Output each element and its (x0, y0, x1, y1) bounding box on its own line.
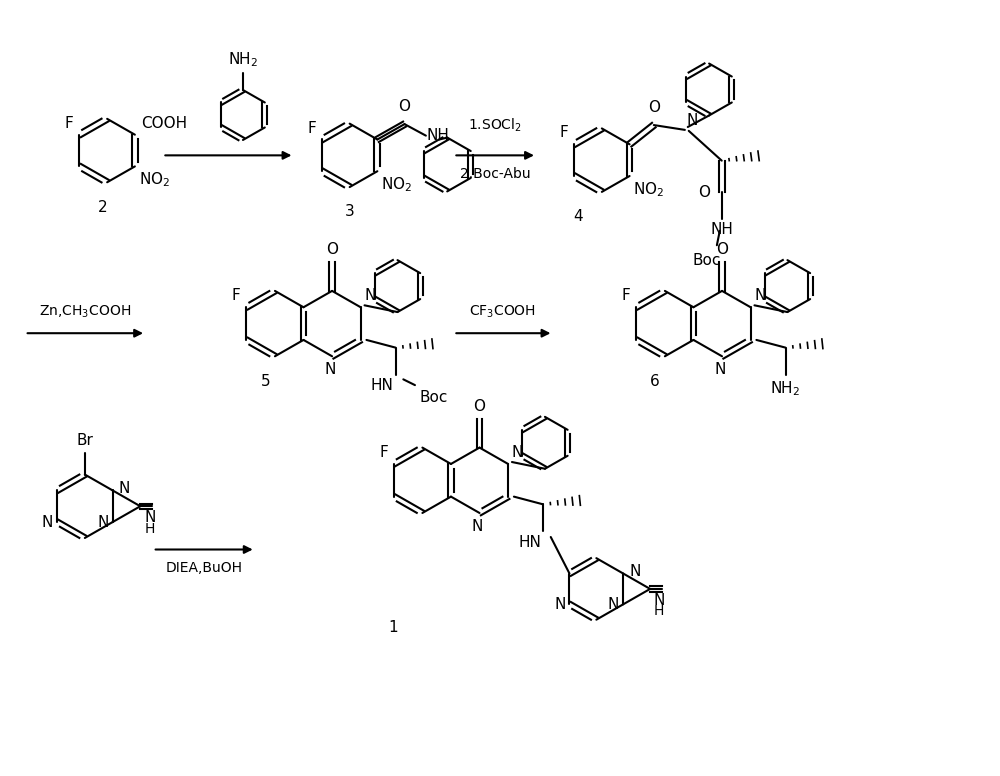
Text: O: O (716, 242, 728, 258)
Text: Br: Br (76, 432, 93, 448)
Text: F: F (379, 445, 388, 460)
Text: O: O (648, 100, 660, 116)
Text: N: N (324, 362, 336, 377)
Text: 3: 3 (345, 204, 355, 220)
Text: F: F (622, 289, 631, 303)
Text: N: N (118, 481, 130, 496)
Text: O: O (698, 185, 710, 200)
Text: CF$_3$COOH: CF$_3$COOH (469, 303, 536, 320)
Text: DIEA,BuOH: DIEA,BuOH (166, 561, 243, 575)
Text: H: H (654, 605, 664, 618)
Text: Zn,CH$_3$COOH: Zn,CH$_3$COOH (39, 303, 131, 320)
Text: Boc: Boc (693, 253, 721, 268)
Text: N: N (687, 113, 698, 128)
Text: NO$_2$: NO$_2$ (633, 180, 665, 199)
Text: NO$_2$: NO$_2$ (139, 170, 170, 189)
Text: N: N (629, 564, 640, 579)
Text: 5: 5 (260, 373, 270, 389)
Text: H: H (144, 521, 155, 535)
Text: 1: 1 (388, 620, 398, 635)
Text: 4: 4 (573, 210, 582, 224)
Text: NO$_2$: NO$_2$ (381, 175, 412, 194)
Text: N: N (144, 510, 156, 525)
Text: 1.SOCl$_2$: 1.SOCl$_2$ (468, 117, 522, 134)
Text: NH$_2$: NH$_2$ (770, 379, 801, 398)
Text: O: O (326, 242, 338, 258)
Text: COOH: COOH (141, 116, 187, 131)
Text: N: N (754, 289, 766, 303)
Text: O: O (399, 99, 411, 115)
Text: 2.Boc-Abu: 2.Boc-Abu (460, 167, 530, 181)
Text: N: N (608, 597, 619, 611)
Text: NH: NH (427, 128, 450, 143)
Text: Boc: Boc (420, 390, 448, 405)
Text: N: N (472, 518, 483, 534)
Text: F: F (560, 126, 568, 140)
Text: 2: 2 (97, 199, 107, 215)
Text: N: N (365, 289, 376, 303)
Text: 6: 6 (650, 373, 660, 389)
Text: F: F (232, 289, 241, 303)
Text: F: F (65, 116, 74, 131)
Text: N: N (654, 593, 665, 608)
Text: N: N (714, 362, 726, 377)
Text: N: N (554, 597, 566, 611)
Text: NH$_2$: NH$_2$ (228, 50, 258, 69)
Text: HN: HN (371, 379, 394, 393)
Text: N: N (42, 514, 53, 529)
Text: F: F (307, 120, 316, 136)
Text: N: N (512, 445, 523, 460)
Text: NH: NH (710, 222, 733, 237)
Text: O: O (474, 399, 486, 414)
Text: N: N (97, 514, 109, 529)
Text: HN: HN (518, 535, 541, 550)
